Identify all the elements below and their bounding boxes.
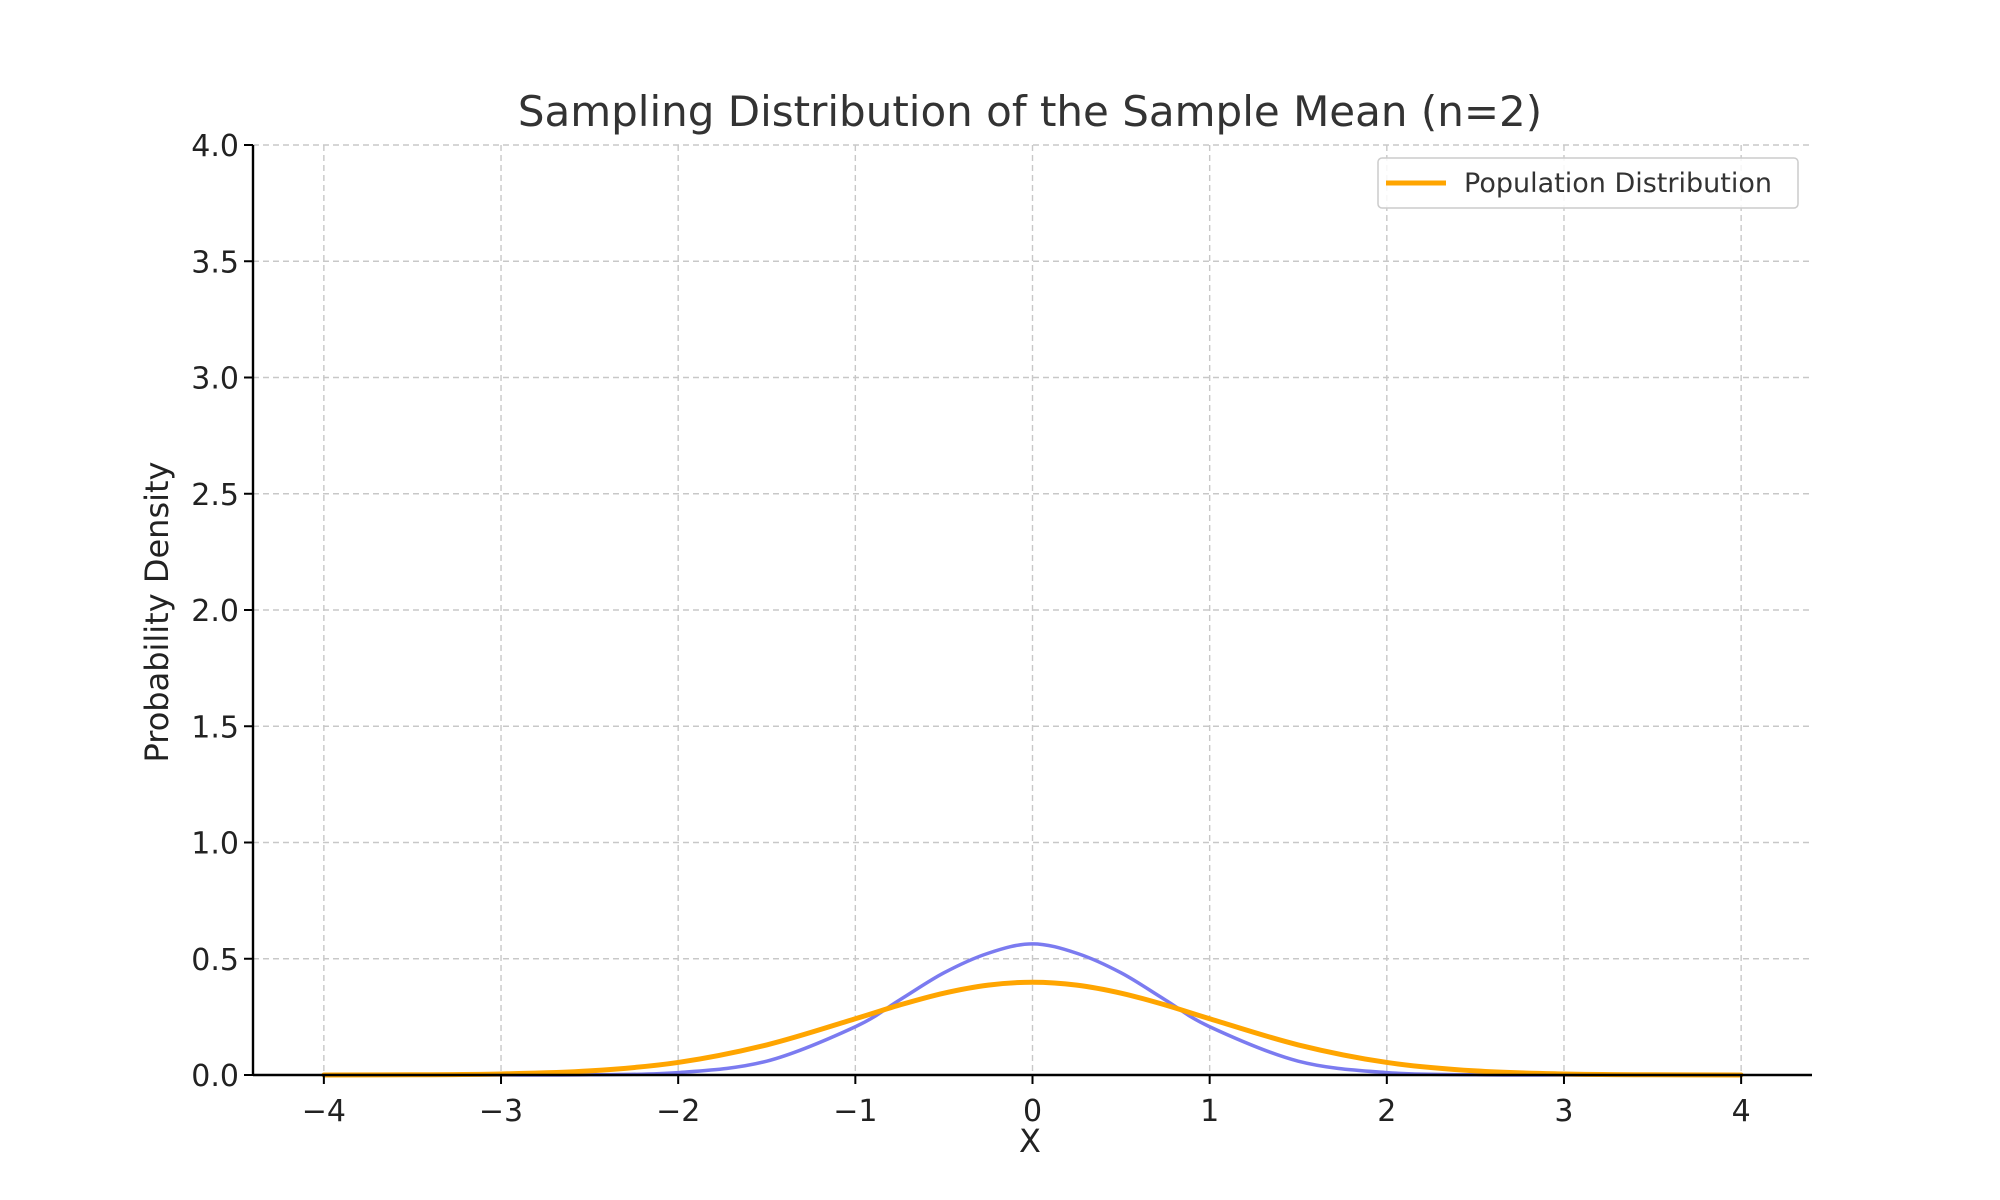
x-tick-label: 0 bbox=[1023, 1094, 1042, 1129]
x-tick-label: −3 bbox=[479, 1094, 523, 1129]
x-tick-label: −2 bbox=[656, 1094, 700, 1129]
y-tick-label: 1.0 bbox=[191, 827, 239, 862]
y-tick-label: 3.0 bbox=[191, 362, 239, 397]
y-tick-label: 1.5 bbox=[191, 710, 239, 745]
legend: Population Distribution bbox=[1377, 157, 1799, 209]
ticks: −4 −3 −2 −1 0 1 2 3 4 0.0 0.5 1.0 1.5 2.0 2.5 3.0 3.5 4.0 bbox=[191, 129, 1750, 1129]
legend-frame bbox=[1377, 157, 1799, 209]
x-tick-label: −1 bbox=[833, 1094, 877, 1129]
x-tick-label: −4 bbox=[302, 1094, 346, 1129]
chart-title: Sampling Distribution of the Sample Mean… bbox=[518, 87, 1542, 136]
y-tick-label: 2.0 bbox=[191, 594, 239, 629]
x-tick-label: 4 bbox=[1732, 1094, 1751, 1129]
x-axis-label: X bbox=[1019, 1122, 1041, 1160]
y-tick-label: 0.5 bbox=[191, 943, 239, 978]
legend-label-population: Population Distribution bbox=[1464, 168, 1772, 199]
y-tick-label: 3.5 bbox=[191, 245, 239, 280]
x-tick-label: 3 bbox=[1554, 1094, 1573, 1129]
x-tick-label: 2 bbox=[1377, 1094, 1396, 1129]
y-tick-label: 4.0 bbox=[191, 129, 239, 164]
grid bbox=[253, 144, 1812, 1076]
x-tick-label: 1 bbox=[1200, 1094, 1219, 1129]
series-line-population-distribution bbox=[321, 979, 1744, 1078]
y-tick-label: 2.5 bbox=[191, 478, 239, 513]
y-tick-label: 0.0 bbox=[191, 1059, 239, 1094]
y-axis-label: Probability Density bbox=[138, 462, 176, 763]
